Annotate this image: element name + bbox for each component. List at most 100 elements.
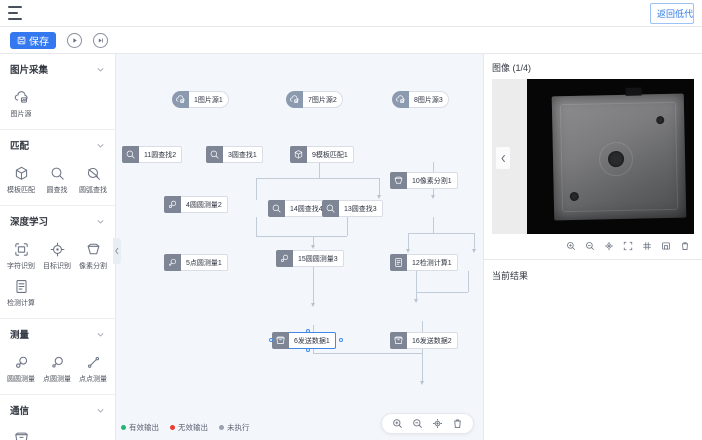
tool-label: 圆查找 <box>46 187 68 194</box>
edge <box>256 236 313 237</box>
sidebar-category-3: 测量 圆圆测量 点圆测量 点点测量 <box>0 319 115 395</box>
flow-node-label: 13圆查找3 <box>339 200 383 217</box>
step-run-button[interactable] <box>93 32 108 48</box>
flow-node[interactable]: 14圆查找4 <box>268 200 332 217</box>
cube-icon <box>294 150 303 159</box>
workpiece <box>551 87 687 221</box>
flow-node[interactable]: 9模板匹配1 <box>290 146 360 163</box>
flow-node[interactable]: 6发送数据1 <box>269 329 343 352</box>
sidebar-category-header[interactable]: 深度学习 <box>0 212 115 232</box>
tool-label: 模板匹配 <box>7 187 35 194</box>
tool-circle-circle-measure[interactable]: 圆圆测量 <box>3 353 39 384</box>
tool-ocr[interactable]: 字符识别 <box>3 240 39 271</box>
flow-node[interactable]: 8图片源3 <box>392 91 454 108</box>
image-zoom-in-button[interactable] <box>566 241 576 251</box>
tool-arc-search[interactable]: 圆弧查找 <box>75 164 111 195</box>
flow-node-label: 8图片源3 <box>409 91 449 108</box>
image-save-button[interactable] <box>661 241 671 251</box>
sidebar-category-header[interactable]: 通信 <box>0 401 115 421</box>
point-circle-measure-icon <box>169 258 176 266</box>
image-zoom-out-button[interactable] <box>585 241 595 251</box>
image-fit-center-button[interactable] <box>604 241 614 251</box>
node-handle[interactable] <box>306 329 310 333</box>
flow-node[interactable]: 15圆圆测量3 <box>276 250 346 267</box>
circle-search-icon <box>122 146 139 163</box>
flow-node[interactable]: 10像素分割1 <box>390 172 460 189</box>
chevron-left-icon <box>500 154 505 162</box>
legend-label: 未执行 <box>227 423 250 432</box>
tool-sidebar[interactable]: 图片采集 图片源 匹配 模板匹配 圆查找 圆弧查找 深度学习 <box>0 54 116 440</box>
run-button[interactable] <box>67 32 82 48</box>
edge <box>433 217 434 233</box>
save-image-icon <box>662 242 670 250</box>
delete-button[interactable] <box>452 418 463 429</box>
sidebar-category-1: 匹配 模板匹配 圆查找 圆弧查找 <box>0 130 115 206</box>
image-grid-button[interactable] <box>642 241 652 251</box>
tool-image-source[interactable]: 图片源 <box>3 88 39 119</box>
flow-node[interactable]: 4圆圆测量2 <box>164 196 232 213</box>
menu-icon[interactable] <box>8 6 24 20</box>
save-button[interactable]: 保存 <box>10 31 56 49</box>
flow-node[interactable]: 13圆查找3 <box>322 200 386 217</box>
flow-node[interactable]: 3圆查找1 <box>206 146 266 163</box>
segment-icon <box>87 243 99 254</box>
node-handle[interactable] <box>269 338 273 342</box>
zoom-in-button[interactable] <box>392 418 403 429</box>
canvas-zoom-toolbar[interactable] <box>381 413 474 434</box>
prev-image-button[interactable] <box>496 147 510 169</box>
ocr-icon <box>12 240 30 258</box>
flow-node-label: 16发送数据2 <box>407 332 458 349</box>
zoom-out-button[interactable] <box>412 418 423 429</box>
chevron-down-icon <box>97 67 104 72</box>
flow-node[interactable]: 1图片源1 <box>172 91 234 108</box>
tool-calc-doc[interactable]: 检测计算 <box>3 277 39 308</box>
image-toolbar[interactable] <box>484 234 702 251</box>
image-fullscreen-button[interactable] <box>623 241 633 251</box>
sidebar-tool-grid: 图片源 <box>0 80 115 121</box>
node-handle[interactable] <box>339 338 343 342</box>
image-source-icon <box>396 95 405 103</box>
flow-node[interactable]: 12检测计算1 <box>390 254 460 271</box>
legend-dot <box>121 425 126 430</box>
tool-send[interactable]: 发送 <box>3 429 39 440</box>
edge <box>313 236 314 246</box>
tool-target[interactable]: 目标识别 <box>39 240 75 271</box>
tool-label: 点点测量 <box>79 376 107 383</box>
calc-doc-icon <box>12 277 30 295</box>
flow-node[interactable]: 16发送数据2 <box>390 332 460 349</box>
image-delete-button[interactable] <box>680 241 690 251</box>
image-source-icon <box>12 88 30 106</box>
flow-node-label: 15圆圆测量3 <box>293 250 344 267</box>
sidebar-category-title: 测量 <box>10 330 30 341</box>
flow-node[interactable]: 11圆查找2 <box>122 146 186 163</box>
fit-center-button[interactable] <box>432 418 443 429</box>
fit-center-icon <box>433 419 442 428</box>
tool-label: 字符识别 <box>7 263 35 270</box>
node-handle[interactable] <box>306 348 310 352</box>
circle-search-icon <box>322 200 339 217</box>
delete-icon <box>682 242 688 250</box>
flow-node-label: 1图片源1 <box>189 91 229 108</box>
zoom-in-icon <box>393 419 402 428</box>
tool-point-circle-measure[interactable]: 点圆测量 <box>39 353 75 384</box>
sidebar-category-0: 图片采集 图片源 <box>0 54 115 130</box>
tool-cube[interactable]: 模板匹配 <box>3 164 39 195</box>
tool-point-point-measure[interactable]: 点点测量 <box>75 353 111 384</box>
sidebar-category-header[interactable]: 匹配 <box>0 136 115 156</box>
save-icon <box>17 36 26 44</box>
image-viewer[interactable] <box>492 79 694 234</box>
edge <box>313 267 314 304</box>
flow-node[interactable]: 5点圆测量1 <box>164 254 232 271</box>
flow-node[interactable]: 7图片源2 <box>286 91 348 108</box>
chevron-down-icon <box>97 219 104 224</box>
circle-search-icon <box>206 146 223 163</box>
flow-canvas[interactable]: 1图片源1 7图片源2 8图片源3 11圆查找2 3圆查找1 9模板匹配1 10像素分割1 4… <box>116 54 482 440</box>
tool-label: 图片源 <box>10 111 32 118</box>
sidebar-category-header[interactable]: 图片采集 <box>0 60 115 80</box>
tool-segment[interactable]: 像素分割 <box>75 240 111 271</box>
return-lowcode-button[interactable]: 返回低代码 <box>650 2 694 24</box>
sidebar-category-header[interactable]: 测量 <box>0 325 115 345</box>
workpiece-tab <box>625 87 642 96</box>
sidebar-collapse-handle[interactable] <box>113 238 121 264</box>
tool-circle-search[interactable]: 圆查找 <box>39 164 75 195</box>
